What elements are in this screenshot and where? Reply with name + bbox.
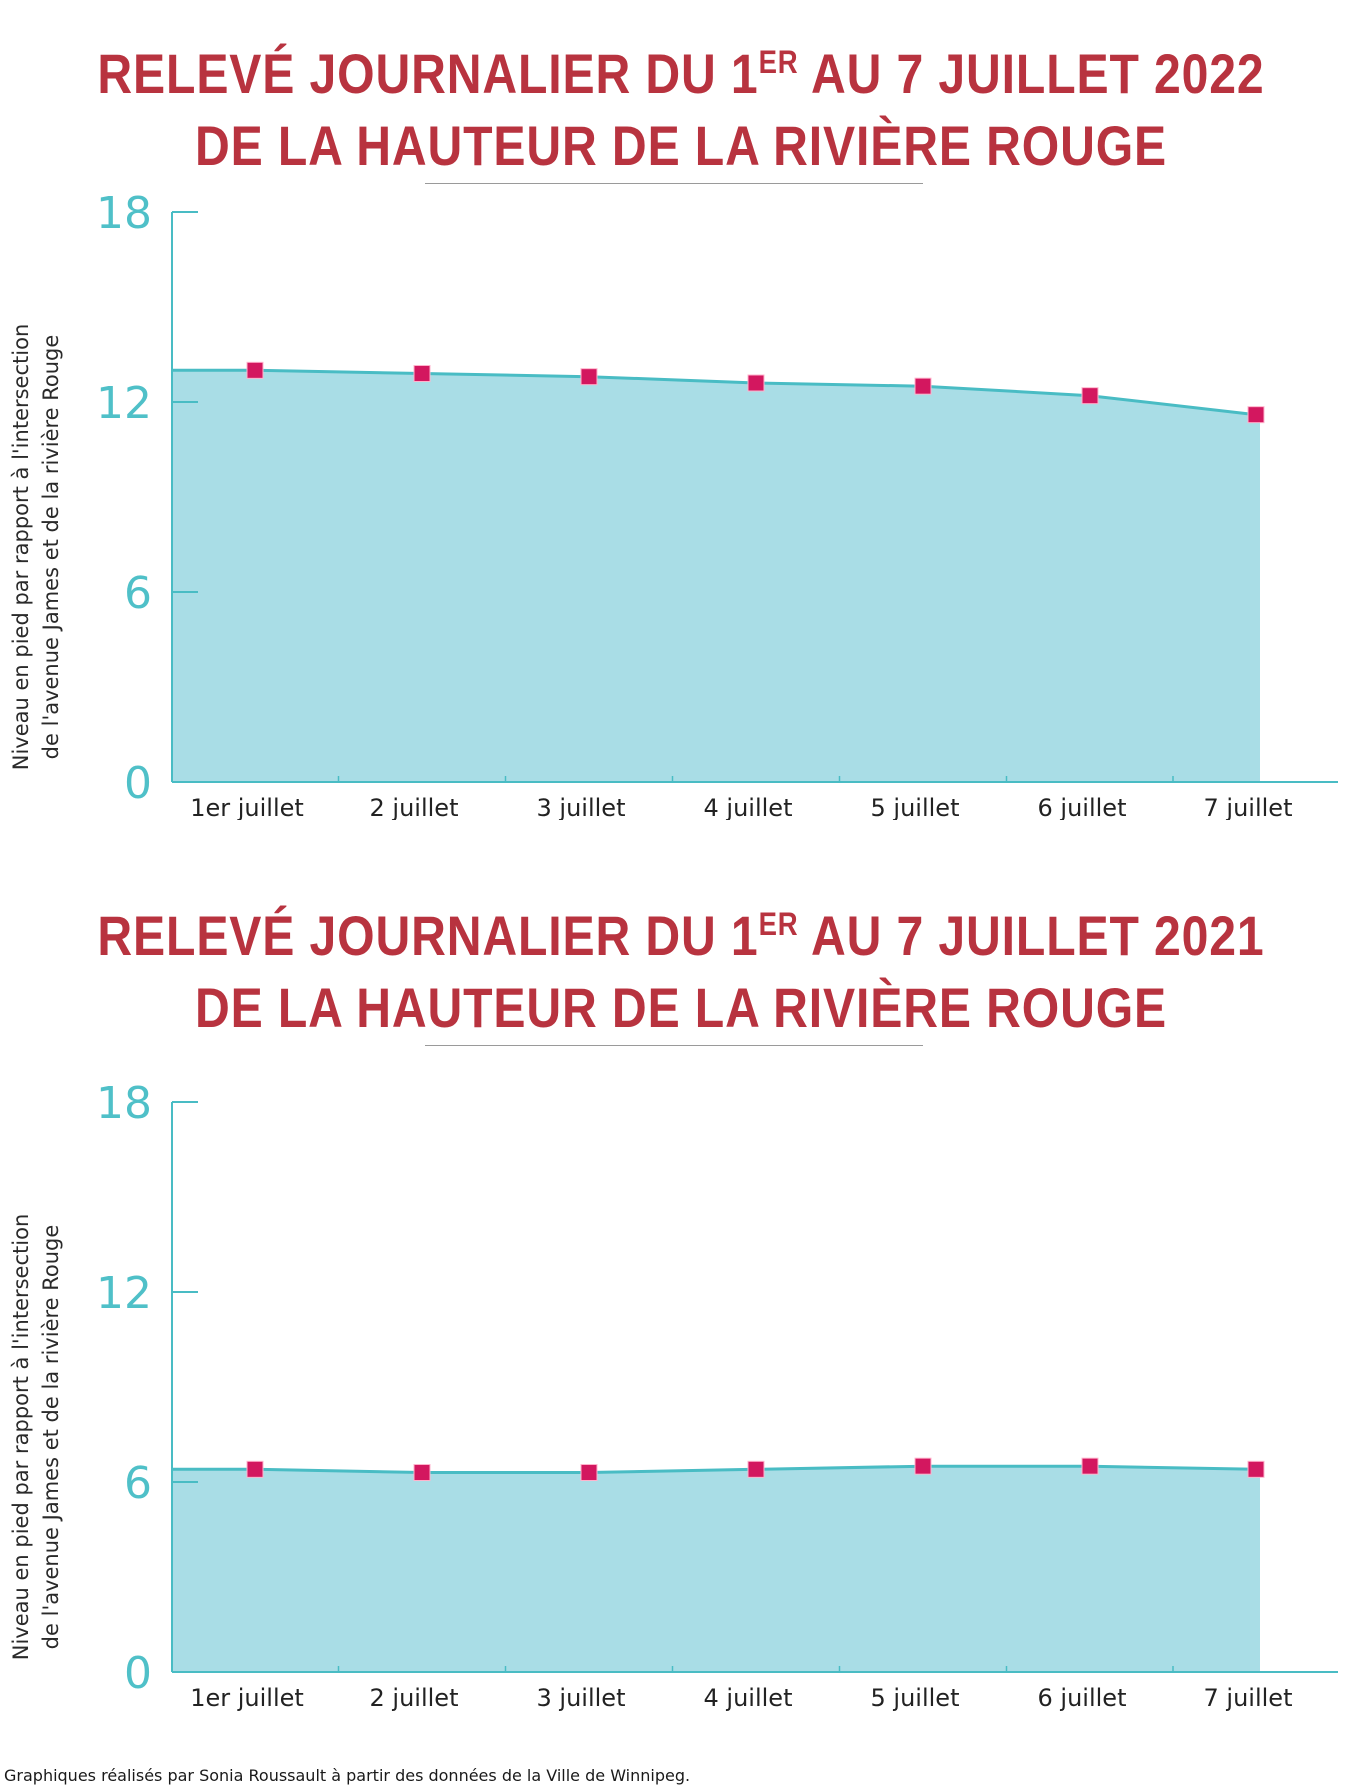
chart-title-line2: DE LA HAUTEUR DE LA RIVIÈRE ROUGE (194, 114, 1168, 177)
chart-title-line2: DE LA HAUTEUR DE LA RIVIÈRE ROUGE (194, 976, 1168, 1039)
data-point-marker (914, 1457, 932, 1475)
y-axis-label-line2: de l'avenue James et de la rivière Rouge (39, 1225, 63, 1650)
x-tick-label: 1er juillet (190, 1684, 304, 1712)
y-tick-label: 18 (96, 1080, 152, 1129)
x-tick-label: 7 juillet (1204, 1684, 1293, 1712)
y-tick-label: 12 (96, 378, 152, 429)
y-axis-label-line1: Niveau en pied par rapport à l'intersect… (9, 324, 33, 771)
data-point-marker (747, 1460, 765, 1478)
data-point-marker (1247, 406, 1265, 424)
x-tick-label: 6 juillet (1038, 794, 1127, 820)
chart-title: RELEVÉ JOURNALIER DU 1ER AU 7 JUILLET 20… (95, 888, 1266, 1044)
data-point-marker (1247, 1460, 1265, 1478)
data-point-marker (246, 361, 264, 379)
x-tick-label: 5 juillet (871, 1684, 960, 1712)
data-point-marker (914, 377, 932, 395)
x-tick-label: 2 juillet (370, 1684, 459, 1712)
data-point-marker (413, 1464, 431, 1481)
y-tick-label: 18 (96, 190, 152, 239)
chart-title-line1: RELEVÉ JOURNALIER DU 1ER AU 7 JUILLET 20… (97, 42, 1265, 105)
y-axis-label-line2: de l'avenue James et de la rivière Rouge (39, 335, 63, 760)
data-point-marker (413, 365, 431, 382)
x-tick-label: 5 juillet (871, 794, 960, 820)
chart-title-line1: RELEVÉ JOURNALIER DU 1ER AU 7 JUILLET 20… (97, 904, 1265, 967)
y-tick-label: 0 (124, 1648, 152, 1699)
y-tick-label: 0 (124, 758, 152, 809)
area-fill (172, 1466, 1260, 1672)
title-divider (425, 1045, 923, 1046)
y-tick-label: 12 (96, 1268, 152, 1319)
data-point-marker (1081, 387, 1099, 405)
x-tick-label: 7 juillet (1204, 794, 1293, 820)
x-tick-label: 6 juillet (1038, 1684, 1127, 1712)
y-tick-label: 6 (124, 1458, 152, 1509)
data-point-marker (580, 1464, 598, 1481)
area-fill (172, 370, 1260, 782)
x-tick-label: 3 juillet (537, 1684, 626, 1712)
x-tick-label: 2 juillet (370, 794, 459, 820)
data-point-marker (580, 368, 598, 386)
data-point-marker (1081, 1457, 1099, 1475)
y-axis-label-line1: Niveau en pied par rapport à l'intersect… (9, 1214, 33, 1661)
credit-note: Graphiques réalisés par Sonia Roussault … (4, 1766, 691, 1785)
x-tick-label: 4 juillet (704, 1684, 793, 1712)
area-chart-2021: 0 6 12 18 1er juillet 2 juillet 3 juillet 4 jui… (9, 1080, 1338, 1712)
area-chart-2022: 0 6 12 18 1er juillet 2 juillet 3 juillet 4 jui… (9, 190, 1338, 820)
data-point-marker (246, 1460, 264, 1478)
x-tick-label: 1er juillet (190, 794, 304, 820)
x-tick-label: 4 juillet (704, 794, 793, 820)
y-tick-label: 6 (124, 568, 152, 619)
chart-title: RELEVÉ JOURNALIER DU 1ER AU 7 JUILLET 20… (95, 26, 1266, 182)
title-divider (425, 183, 923, 184)
x-tick-label: 3 juillet (537, 794, 626, 820)
data-point-marker (747, 374, 765, 392)
